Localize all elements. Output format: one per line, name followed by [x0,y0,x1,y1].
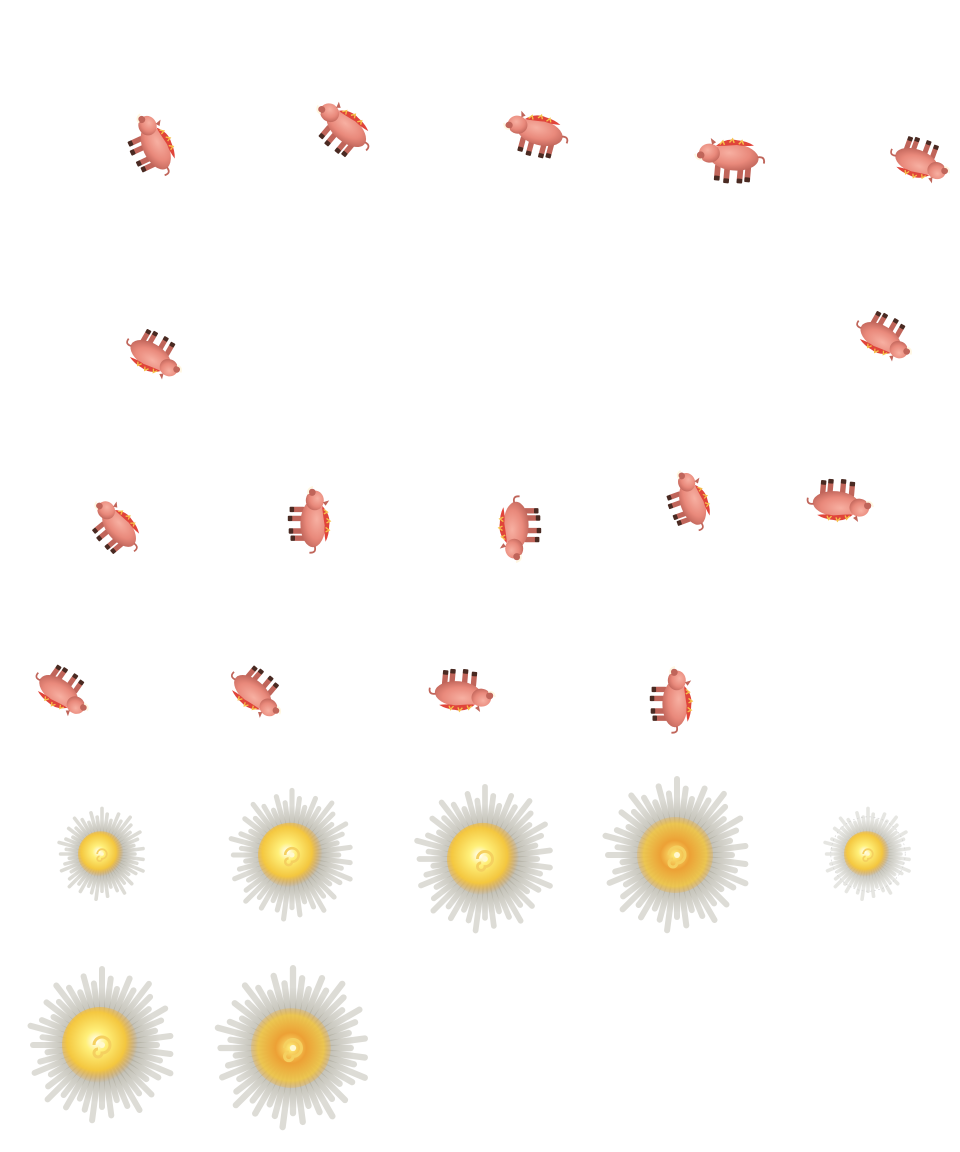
boar-sprite-frame [192,576,384,768]
boar-sprite-frame [576,384,768,576]
boar-sprite-frame [384,0,576,192]
boar-sprite-frame [0,384,192,576]
boar-sprite-frame [0,0,192,192]
explosion-sprite-frame [0,768,192,960]
boar-body [126,328,182,380]
boar-sprite-frame [384,576,576,768]
explosion-sprite-frame [576,768,768,960]
explosion-burst [27,966,174,1124]
boar-body [127,113,175,177]
boar-sprite-frame [768,192,960,384]
explosion-sprite-frame [192,768,384,960]
boar-body [35,664,89,717]
boar-sprite-frame [192,0,384,192]
explosion-sprite-frame [192,960,384,1152]
boar-sprite-frame [768,0,960,192]
boar-sprite-frame [0,576,192,768]
boar-body [316,101,370,158]
boar-body [92,501,140,554]
empty-frame [768,576,960,768]
boar-body [287,486,332,554]
boar-sprite-frame [576,0,768,192]
boar-body [231,665,282,718]
explosion-sprite-frame [0,960,192,1152]
empty-frame [192,192,384,384]
boar-sprite-frame [576,576,768,768]
empty-frame [576,960,768,1152]
explosion-sprite-frame [768,768,960,960]
explosion-burst [57,806,145,901]
explosion-burst [823,806,911,901]
explosion-burst [214,965,368,1131]
boar-body [428,668,496,713]
boar-sprite-frame [768,384,960,576]
explosion-sprite-frame [384,768,576,960]
boar-sprite-frame [0,192,192,384]
explosion-burst [602,776,749,934]
boar-body [856,310,912,362]
boar-body [503,110,569,159]
explosion-burst [228,787,353,922]
boar-body [649,666,694,734]
explosion-burst [414,783,553,934]
boar-sprite-frame [192,384,384,576]
empty-frame [768,960,960,1152]
boar-sprite-frame [384,384,576,576]
empty-frame [384,960,576,1152]
empty-frame [576,192,768,384]
empty-frame [384,192,576,384]
boar-body [694,137,766,184]
boar-body [890,136,951,184]
boar-body [666,470,711,532]
boar-body [497,495,542,563]
boar-body [806,478,874,523]
